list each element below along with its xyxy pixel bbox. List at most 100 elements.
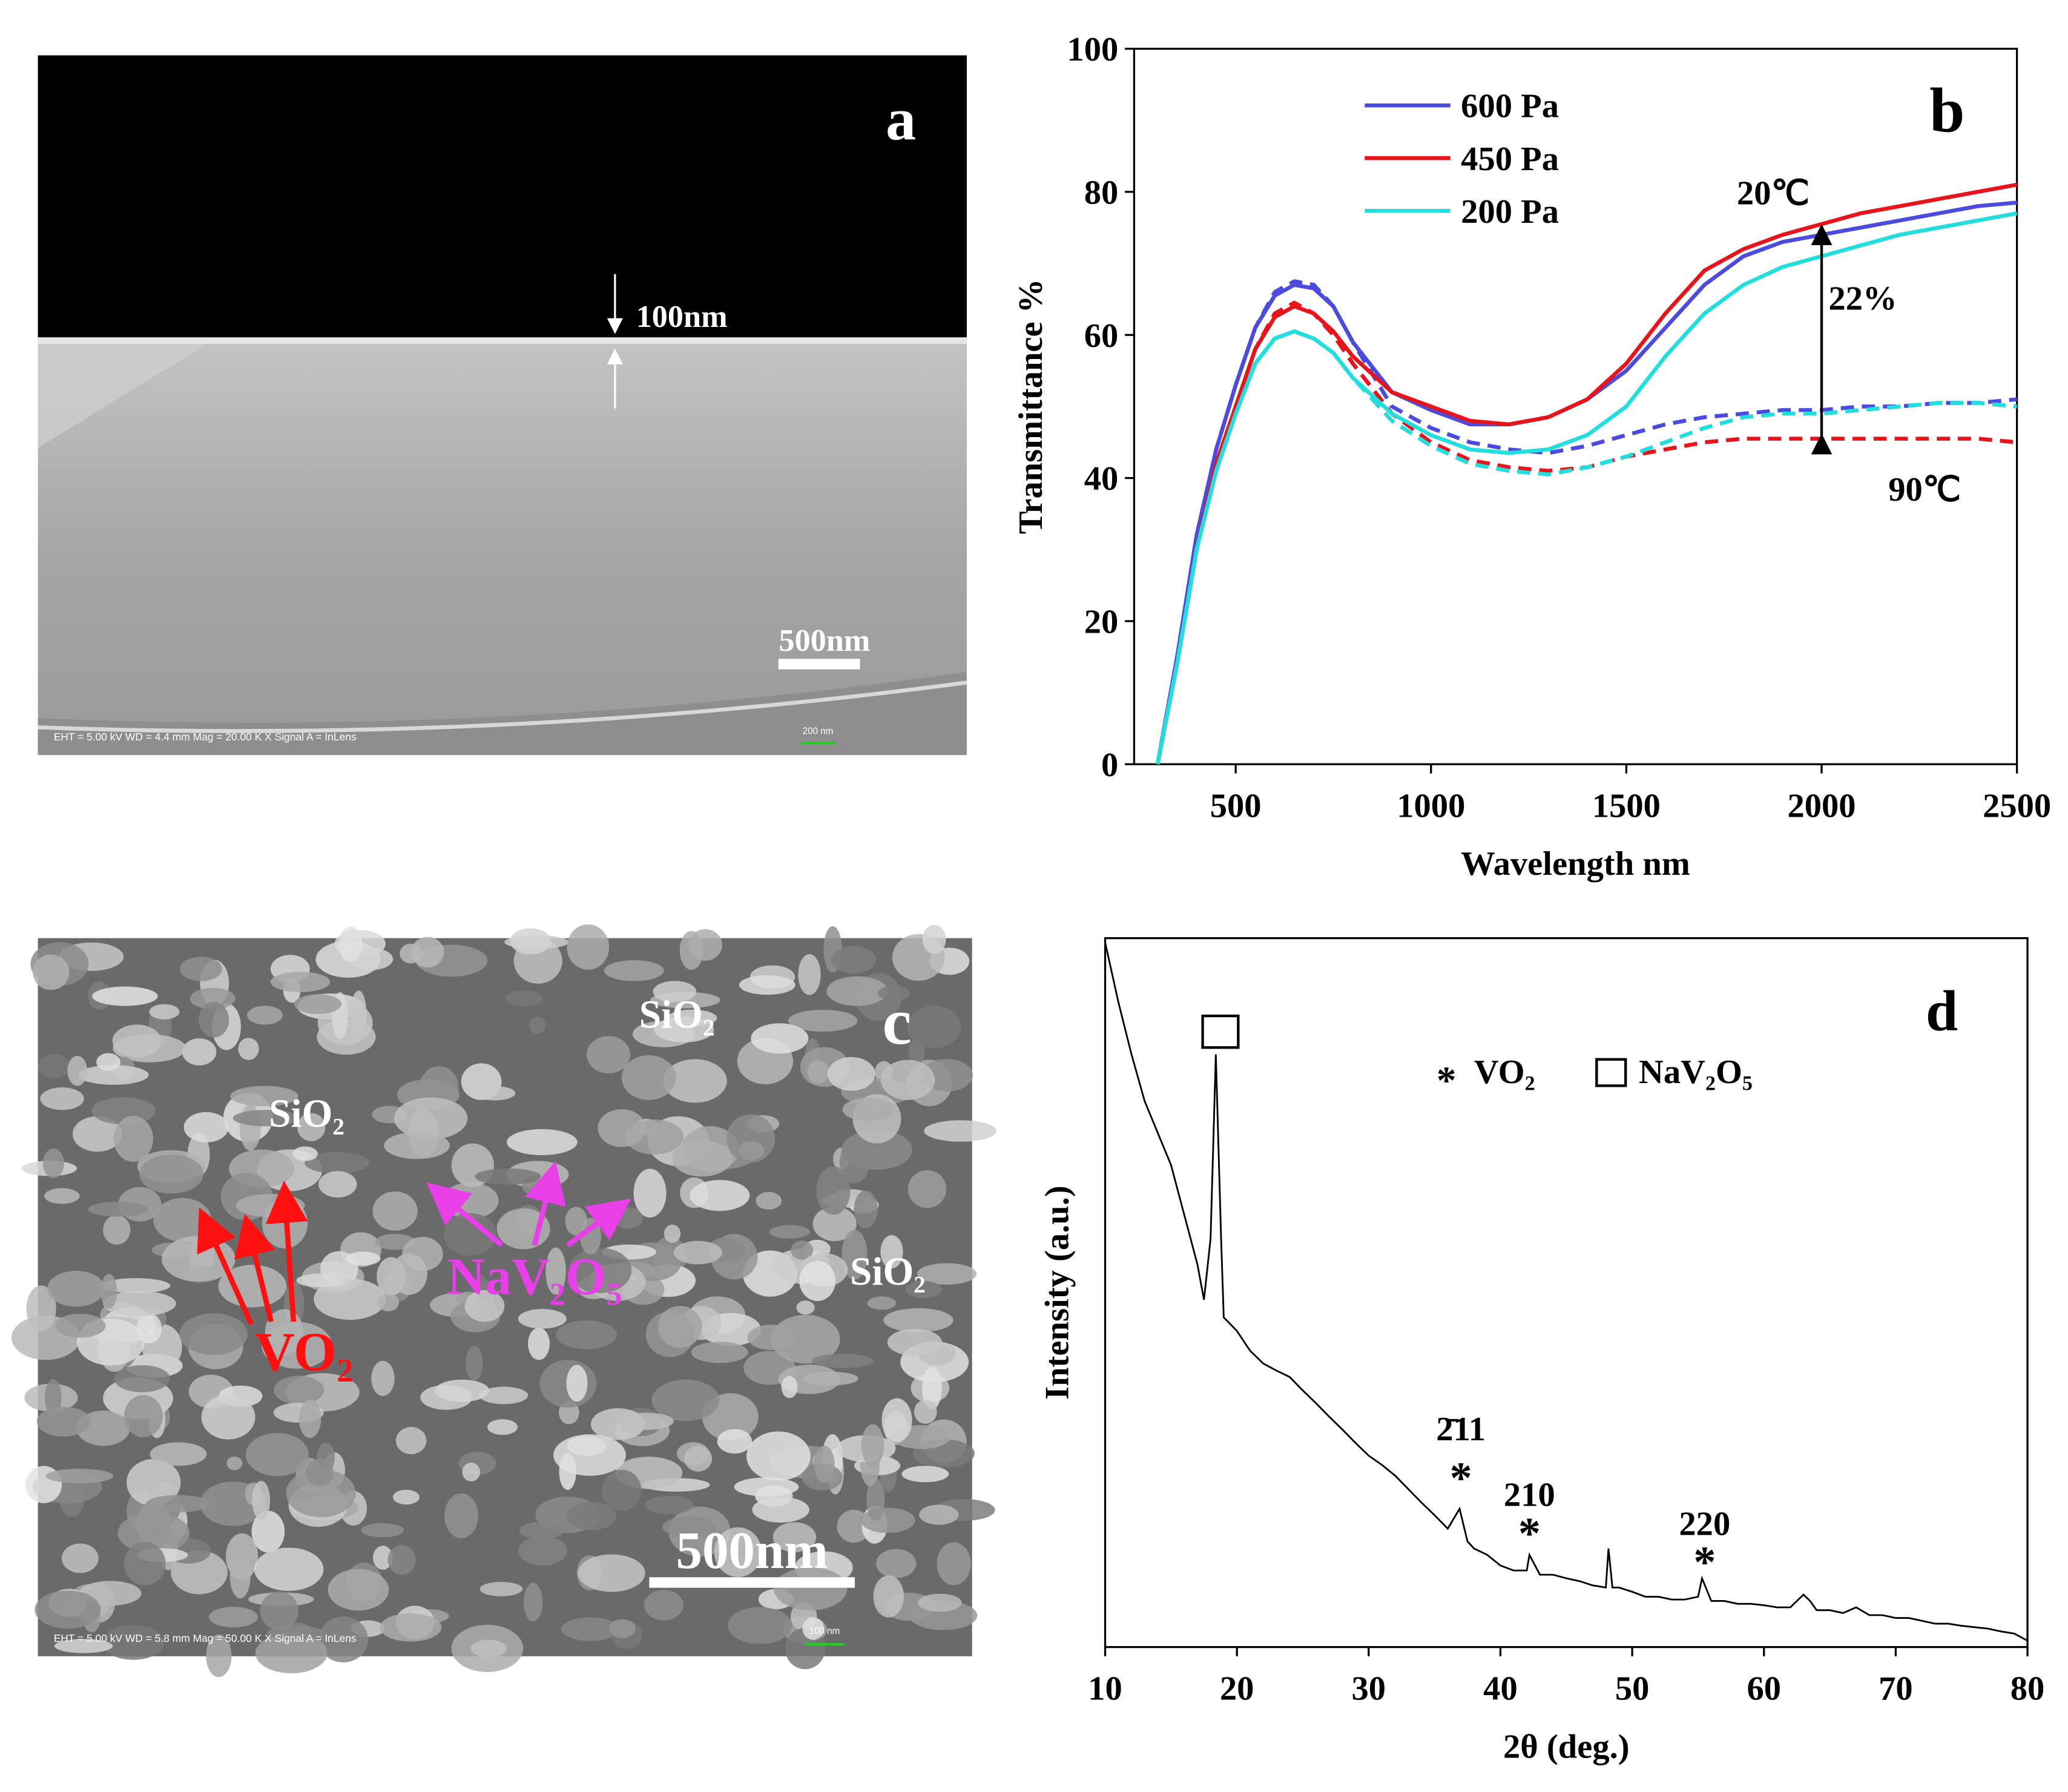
grain — [254, 1547, 324, 1591]
grain — [229, 1553, 251, 1599]
grain — [420, 1066, 459, 1106]
y-tick-label: 40 — [1084, 460, 1119, 498]
grain — [100, 1274, 117, 1309]
sem-image-c — [11, 924, 997, 1678]
grain — [602, 1469, 642, 1511]
grain — [35, 1590, 101, 1629]
grain — [568, 1248, 632, 1293]
grain — [854, 1190, 878, 1228]
grain — [103, 1291, 176, 1317]
x-tick-label: 1500 — [1592, 787, 1661, 825]
grain — [679, 931, 703, 970]
vo2-marker: * — [1693, 1538, 1716, 1587]
x-tick-label: 20 — [1220, 1670, 1254, 1708]
grain — [621, 1055, 676, 1101]
y-axis-label: Intensity (a.u.) — [1039, 1185, 1076, 1400]
grain — [880, 1059, 935, 1100]
grain — [88, 1201, 148, 1217]
grain — [395, 1427, 427, 1455]
grain — [387, 1545, 416, 1575]
grain — [262, 1322, 332, 1369]
grain — [444, 1493, 478, 1538]
peak-label: 2̄11 — [1436, 1411, 1486, 1448]
x-tick-label: 2500 — [1983, 787, 2051, 825]
grain — [919, 1504, 959, 1525]
grain — [113, 1116, 153, 1162]
grain — [153, 1197, 212, 1242]
x-axis-label: Wavelength nm — [1461, 845, 1690, 883]
grain — [372, 1546, 393, 1570]
grain — [377, 1293, 400, 1311]
grain — [123, 1395, 163, 1437]
grain — [371, 1360, 395, 1396]
grain — [247, 1006, 283, 1025]
grain — [566, 1501, 616, 1530]
grain — [123, 1541, 166, 1586]
grain — [96, 1053, 120, 1072]
grain — [54, 1314, 106, 1338]
grain — [54, 1639, 113, 1653]
grain — [876, 1549, 917, 1578]
grain — [318, 1616, 369, 1662]
grain — [292, 1146, 318, 1161]
grain — [578, 1554, 645, 1592]
panel-label: b — [1929, 76, 1964, 146]
phase-label: SiO₂ — [639, 993, 715, 1037]
grain — [842, 1097, 896, 1122]
peak-label: 210 — [1504, 1477, 1555, 1514]
grain — [653, 981, 697, 1003]
grain — [826, 976, 888, 1006]
grain — [561, 1617, 620, 1641]
grain — [470, 1639, 507, 1658]
grain — [45, 1468, 114, 1484]
grain — [799, 1260, 836, 1302]
grain — [726, 1114, 776, 1163]
grain — [351, 990, 367, 1038]
sem-footer: EHT = 5.00 kV WD = 4.4 mm Mag = 20.00 K … — [54, 731, 357, 743]
grain — [771, 1314, 840, 1364]
legend-label: 450 Pa — [1461, 140, 1559, 178]
line-20c — [1155, 211, 2018, 765]
grain — [189, 987, 235, 1010]
grain — [42, 1148, 64, 1178]
grain — [831, 946, 877, 974]
grain — [305, 1151, 370, 1174]
x-tick-label: 80 — [2010, 1670, 2045, 1708]
grain — [252, 1480, 271, 1520]
scale-label: 500nm — [779, 623, 871, 658]
line-90c — [1155, 329, 2017, 765]
grain — [314, 1279, 386, 1320]
grain — [201, 1394, 255, 1440]
sem-footer: EHT = 5.00 kV WD = 5.8 mm Mag = 50.00 K … — [54, 1632, 357, 1644]
grain — [40, 1087, 84, 1110]
grain — [232, 1110, 300, 1127]
grain — [598, 1109, 646, 1147]
grain — [867, 1296, 897, 1310]
grain — [102, 1625, 165, 1660]
xrd-trace — [1104, 942, 2028, 1642]
panel-label: d — [1926, 979, 1958, 1043]
legend-label: NaV₂O₅ — [1639, 1053, 1753, 1091]
grain — [394, 1097, 468, 1139]
grain — [917, 1263, 977, 1285]
grain — [136, 1313, 162, 1343]
grain — [734, 1477, 799, 1497]
grain — [390, 1253, 427, 1295]
grain — [411, 937, 444, 968]
grain — [255, 1633, 328, 1673]
grain — [873, 1575, 904, 1618]
grain — [812, 1206, 857, 1242]
grain — [714, 1527, 762, 1577]
x-tick-label: 50 — [1615, 1670, 1650, 1708]
grain — [747, 1325, 796, 1350]
grain — [114, 1365, 171, 1392]
grain — [529, 1016, 546, 1034]
x-tick-label: 1000 — [1397, 787, 1465, 825]
grain — [922, 924, 946, 954]
grain — [781, 1375, 798, 1398]
y-tick-label: 20 — [1084, 604, 1119, 641]
plot-frame — [1104, 937, 2029, 1649]
phase-label: SiO₂ — [269, 1092, 344, 1136]
grain — [633, 1168, 667, 1218]
